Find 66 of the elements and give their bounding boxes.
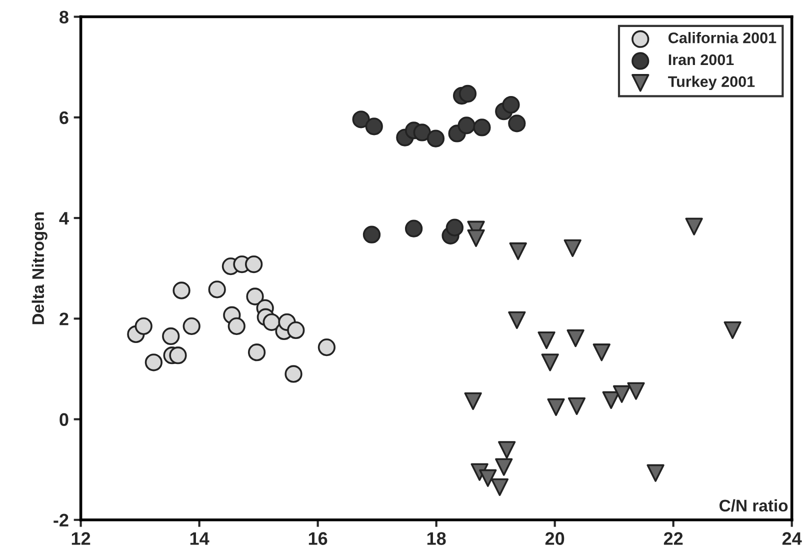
point [602, 391, 620, 409]
y-tick-label: 8 [60, 10, 68, 24]
point [458, 116, 476, 134]
point [627, 382, 645, 400]
y-tick-label: 6 [60, 111, 68, 124]
point [685, 218, 703, 236]
point [592, 344, 610, 362]
point [413, 124, 431, 142]
x-tick-label: 16 [308, 532, 328, 545]
point [248, 344, 266, 362]
point [446, 218, 464, 236]
point [318, 338, 336, 356]
point [365, 118, 383, 136]
point [612, 385, 631, 403]
point [246, 288, 264, 306]
point [352, 110, 370, 128]
point [284, 365, 302, 383]
point [479, 469, 497, 487]
point [426, 130, 445, 148]
x-axis-title: C/N ratio [720, 499, 788, 512]
point [208, 280, 226, 298]
x-tick-label: 12 [72, 532, 90, 545]
point [646, 464, 664, 482]
point [467, 229, 485, 247]
point [538, 331, 556, 350]
point [508, 114, 526, 132]
point [564, 239, 582, 258]
point [473, 118, 491, 136]
legend-label: California 2001 [668, 32, 776, 44]
point [724, 321, 742, 340]
point [509, 242, 527, 260]
point [566, 329, 584, 348]
y-tick-label: 0 [60, 413, 68, 426]
point [490, 478, 509, 496]
point [172, 282, 190, 300]
point [244, 255, 263, 274]
point [228, 317, 246, 335]
x-tick-label: 14 [190, 532, 210, 545]
point [568, 397, 586, 415]
point [262, 313, 280, 331]
point [464, 392, 482, 410]
x-tick-label: 18 [427, 532, 446, 545]
point [169, 346, 187, 364]
point [287, 321, 305, 340]
point [547, 398, 565, 416]
point [458, 84, 477, 103]
legend-label: Iran 2001 [668, 54, 734, 66]
y-tick-label: 2 [60, 312, 68, 326]
point [362, 226, 381, 244]
point [502, 96, 520, 114]
x-tick-label: 22 [664, 532, 683, 545]
point [182, 317, 200, 335]
point [541, 354, 559, 372]
y-tick-label: -2 [54, 514, 68, 526]
y-tick-label: 4 [59, 212, 69, 225]
point [498, 441, 516, 459]
point [404, 220, 423, 238]
point [144, 354, 163, 372]
point [495, 458, 513, 476]
x-tick-label: 24 [782, 532, 802, 545]
y-axis-title: Delta Nitrogen [32, 212, 48, 324]
x-tick-label: 20 [545, 532, 564, 545]
legend-label: Turkey 2001 [668, 76, 755, 90]
point [508, 311, 526, 329]
point [162, 327, 180, 346]
point [134, 317, 152, 335]
